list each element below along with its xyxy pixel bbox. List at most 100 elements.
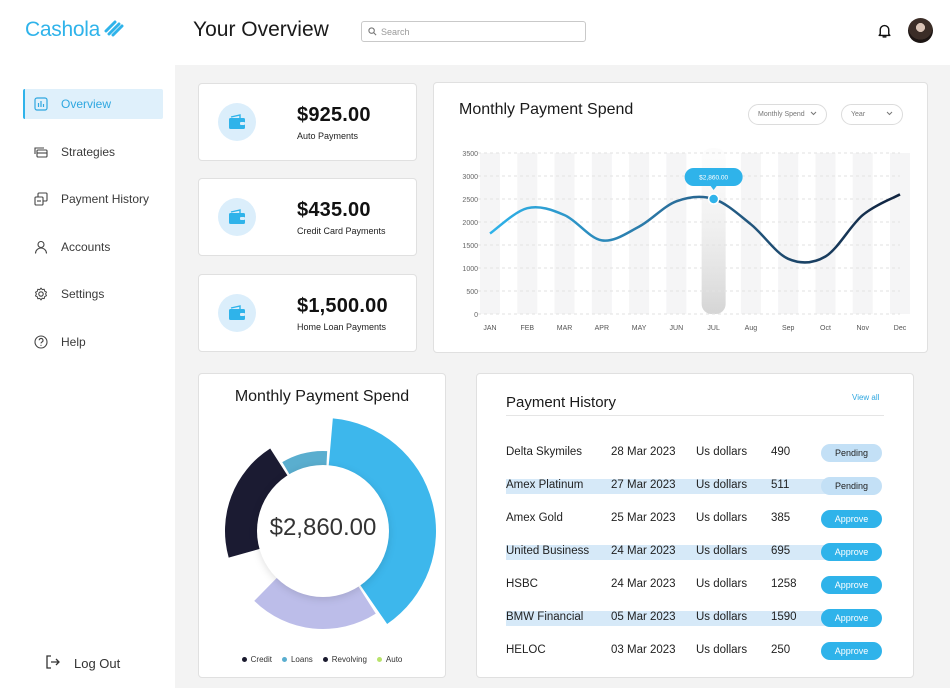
legend-item-auto: Auto	[376, 655, 403, 664]
month-band	[778, 153, 799, 314]
x-tick-label: JUN	[670, 325, 684, 332]
status-badge-pending[interactable]: Pending	[821, 477, 882, 495]
legend-item-credit: Credit	[241, 655, 272, 664]
sidebar-item-accounts[interactable]: Accounts	[23, 232, 163, 262]
tooltip-pointer	[710, 186, 717, 190]
month-band	[629, 153, 650, 314]
month-band	[890, 153, 910, 314]
donut-chart	[225, 418, 436, 629]
sidebar-item-label: Payment History	[61, 192, 150, 206]
page-title: Your Overview	[193, 18, 329, 41]
month-band	[740, 153, 761, 314]
approve-button[interactable]: Approve	[821, 510, 882, 528]
x-tick-label: JUL	[707, 325, 720, 332]
search-input[interactable]	[381, 26, 571, 37]
row-name: Amex Gold	[506, 512, 563, 524]
row-currency: Us dollars	[696, 446, 748, 458]
sidebar-item-overview[interactable]: Overview	[23, 89, 163, 119]
tooltip-value: $2,860.00	[699, 175, 728, 182]
x-tick-label: Oct	[820, 325, 831, 332]
notification-bell-icon[interactable]	[876, 22, 893, 44]
history-icon	[33, 192, 48, 207]
x-tick-label: MAY	[632, 325, 647, 332]
row-date: 24 Mar 2023	[611, 578, 676, 590]
legend-label: Loans	[290, 655, 313, 664]
payment-history-title: Payment History	[506, 394, 617, 411]
y-tick-label: 3500	[462, 151, 478, 158]
logout-button[interactable]: Log Out	[45, 655, 120, 672]
donut-slice[interactable]	[225, 448, 293, 558]
y-tick-label: 1500	[462, 243, 478, 250]
x-tick-label: MAR	[557, 325, 573, 332]
table-row[interactable]: HELOC 03 Mar 2023 Us dollars 250 Approve	[506, 642, 884, 660]
view-all-link[interactable]: View all	[852, 393, 880, 402]
donut-legend: Credit Loans Revolving Auto	[199, 655, 445, 664]
y-tick-label: 2000	[462, 220, 478, 227]
stack-icon	[33, 145, 48, 160]
table-row[interactable]: Amex Platinum 27 Mar 2023 Us dollars 511…	[506, 477, 884, 495]
highlight-band	[701, 148, 726, 314]
stat-value: $925.00	[297, 104, 371, 126]
sidebar-item-payment-history[interactable]: Payment History	[23, 184, 163, 214]
row-name: HELOC	[506, 644, 546, 656]
logout-icon	[45, 655, 60, 672]
period-dropdown[interactable]: Year	[841, 104, 903, 125]
search-bar[interactable]	[361, 21, 586, 42]
status-badge-pending[interactable]: Pending	[821, 444, 882, 462]
stat-value: $435.00	[297, 199, 371, 221]
approve-button[interactable]: Approve	[821, 642, 882, 660]
legend-label: Credit	[250, 655, 272, 664]
chart-icon	[33, 97, 48, 112]
month-band	[815, 153, 836, 314]
table-row[interactable]: BMW Financial 05 Mar 2023 Us dollars 159…	[506, 609, 884, 627]
stat-card-credit-card: $435.00 Credit Card Payments	[198, 178, 417, 256]
sidebar-item-help[interactable]: Help	[23, 327, 163, 357]
legend-dot	[281, 657, 287, 662]
sidebar-item-strategies[interactable]: Strategies	[23, 137, 163, 167]
row-date: 24 Mar 2023	[611, 545, 676, 557]
app-name: Cashola	[25, 18, 100, 41]
chevron-down-icon	[810, 111, 817, 118]
sidebar-item-label: Settings	[61, 287, 105, 301]
sidebar-item-label: Help	[61, 335, 86, 349]
month-band	[554, 153, 575, 314]
row-name: HSBC	[506, 578, 538, 590]
sidebar-item-settings[interactable]: Settings	[23, 279, 163, 309]
data-point-marker[interactable]	[707, 193, 720, 205]
search-icon	[368, 23, 377, 41]
payment-history-card: Payment History View all Delta Skymiles …	[476, 373, 914, 678]
legend-dot	[322, 657, 328, 662]
legend-dot	[241, 657, 247, 662]
row-amount: 511	[771, 479, 790, 491]
help-icon	[33, 335, 48, 350]
y-tick-label: 500	[466, 289, 478, 296]
series-line	[489, 193, 901, 264]
line-chart: 0 500 1000 1500 2000 2500 3000 3500 JAN FEB MAR AP…	[462, 148, 910, 332]
month-band	[666, 153, 687, 314]
wallet-icon	[218, 294, 256, 332]
row-currency: Us dollars	[696, 512, 748, 524]
table-row[interactable]: HSBC 24 Mar 2023 Us dollars 1258 Approve	[506, 576, 884, 594]
donut-center-value: $2,860.00	[269, 514, 377, 541]
approve-button[interactable]: Approve	[821, 576, 882, 594]
divider	[506, 415, 884, 416]
approve-button[interactable]: Approve	[821, 609, 882, 627]
row-currency: Us dollars	[696, 578, 748, 590]
donut-hole	[257, 465, 389, 597]
table-row[interactable]: Amex Gold 25 Mar 2023 Us dollars 385 App…	[506, 510, 884, 528]
logo-mark-icon	[103, 19, 125, 42]
y-tick-label: 1000	[462, 266, 478, 273]
table-row[interactable]: United Business 24 Mar 2023 Us dollars 6…	[506, 543, 884, 561]
row-name: United Business	[506, 545, 590, 557]
metric-dropdown[interactable]: Monthly Spend	[748, 104, 827, 125]
month-band	[852, 153, 873, 314]
approve-button[interactable]: Approve	[821, 543, 882, 561]
user-avatar[interactable]	[908, 18, 933, 43]
row-amount: 1590	[771, 611, 797, 623]
sidebar-item-label: Overview	[61, 97, 112, 111]
stat-card-auto: $925.00 Auto Payments	[198, 83, 417, 161]
row-currency: Us dollars	[696, 611, 748, 623]
legend-label: Auto	[385, 655, 403, 664]
app-logo[interactable]: Cashola	[25, 18, 125, 42]
table-row[interactable]: Delta Skymiles 28 Mar 2023 Us dollars 49…	[506, 444, 884, 462]
